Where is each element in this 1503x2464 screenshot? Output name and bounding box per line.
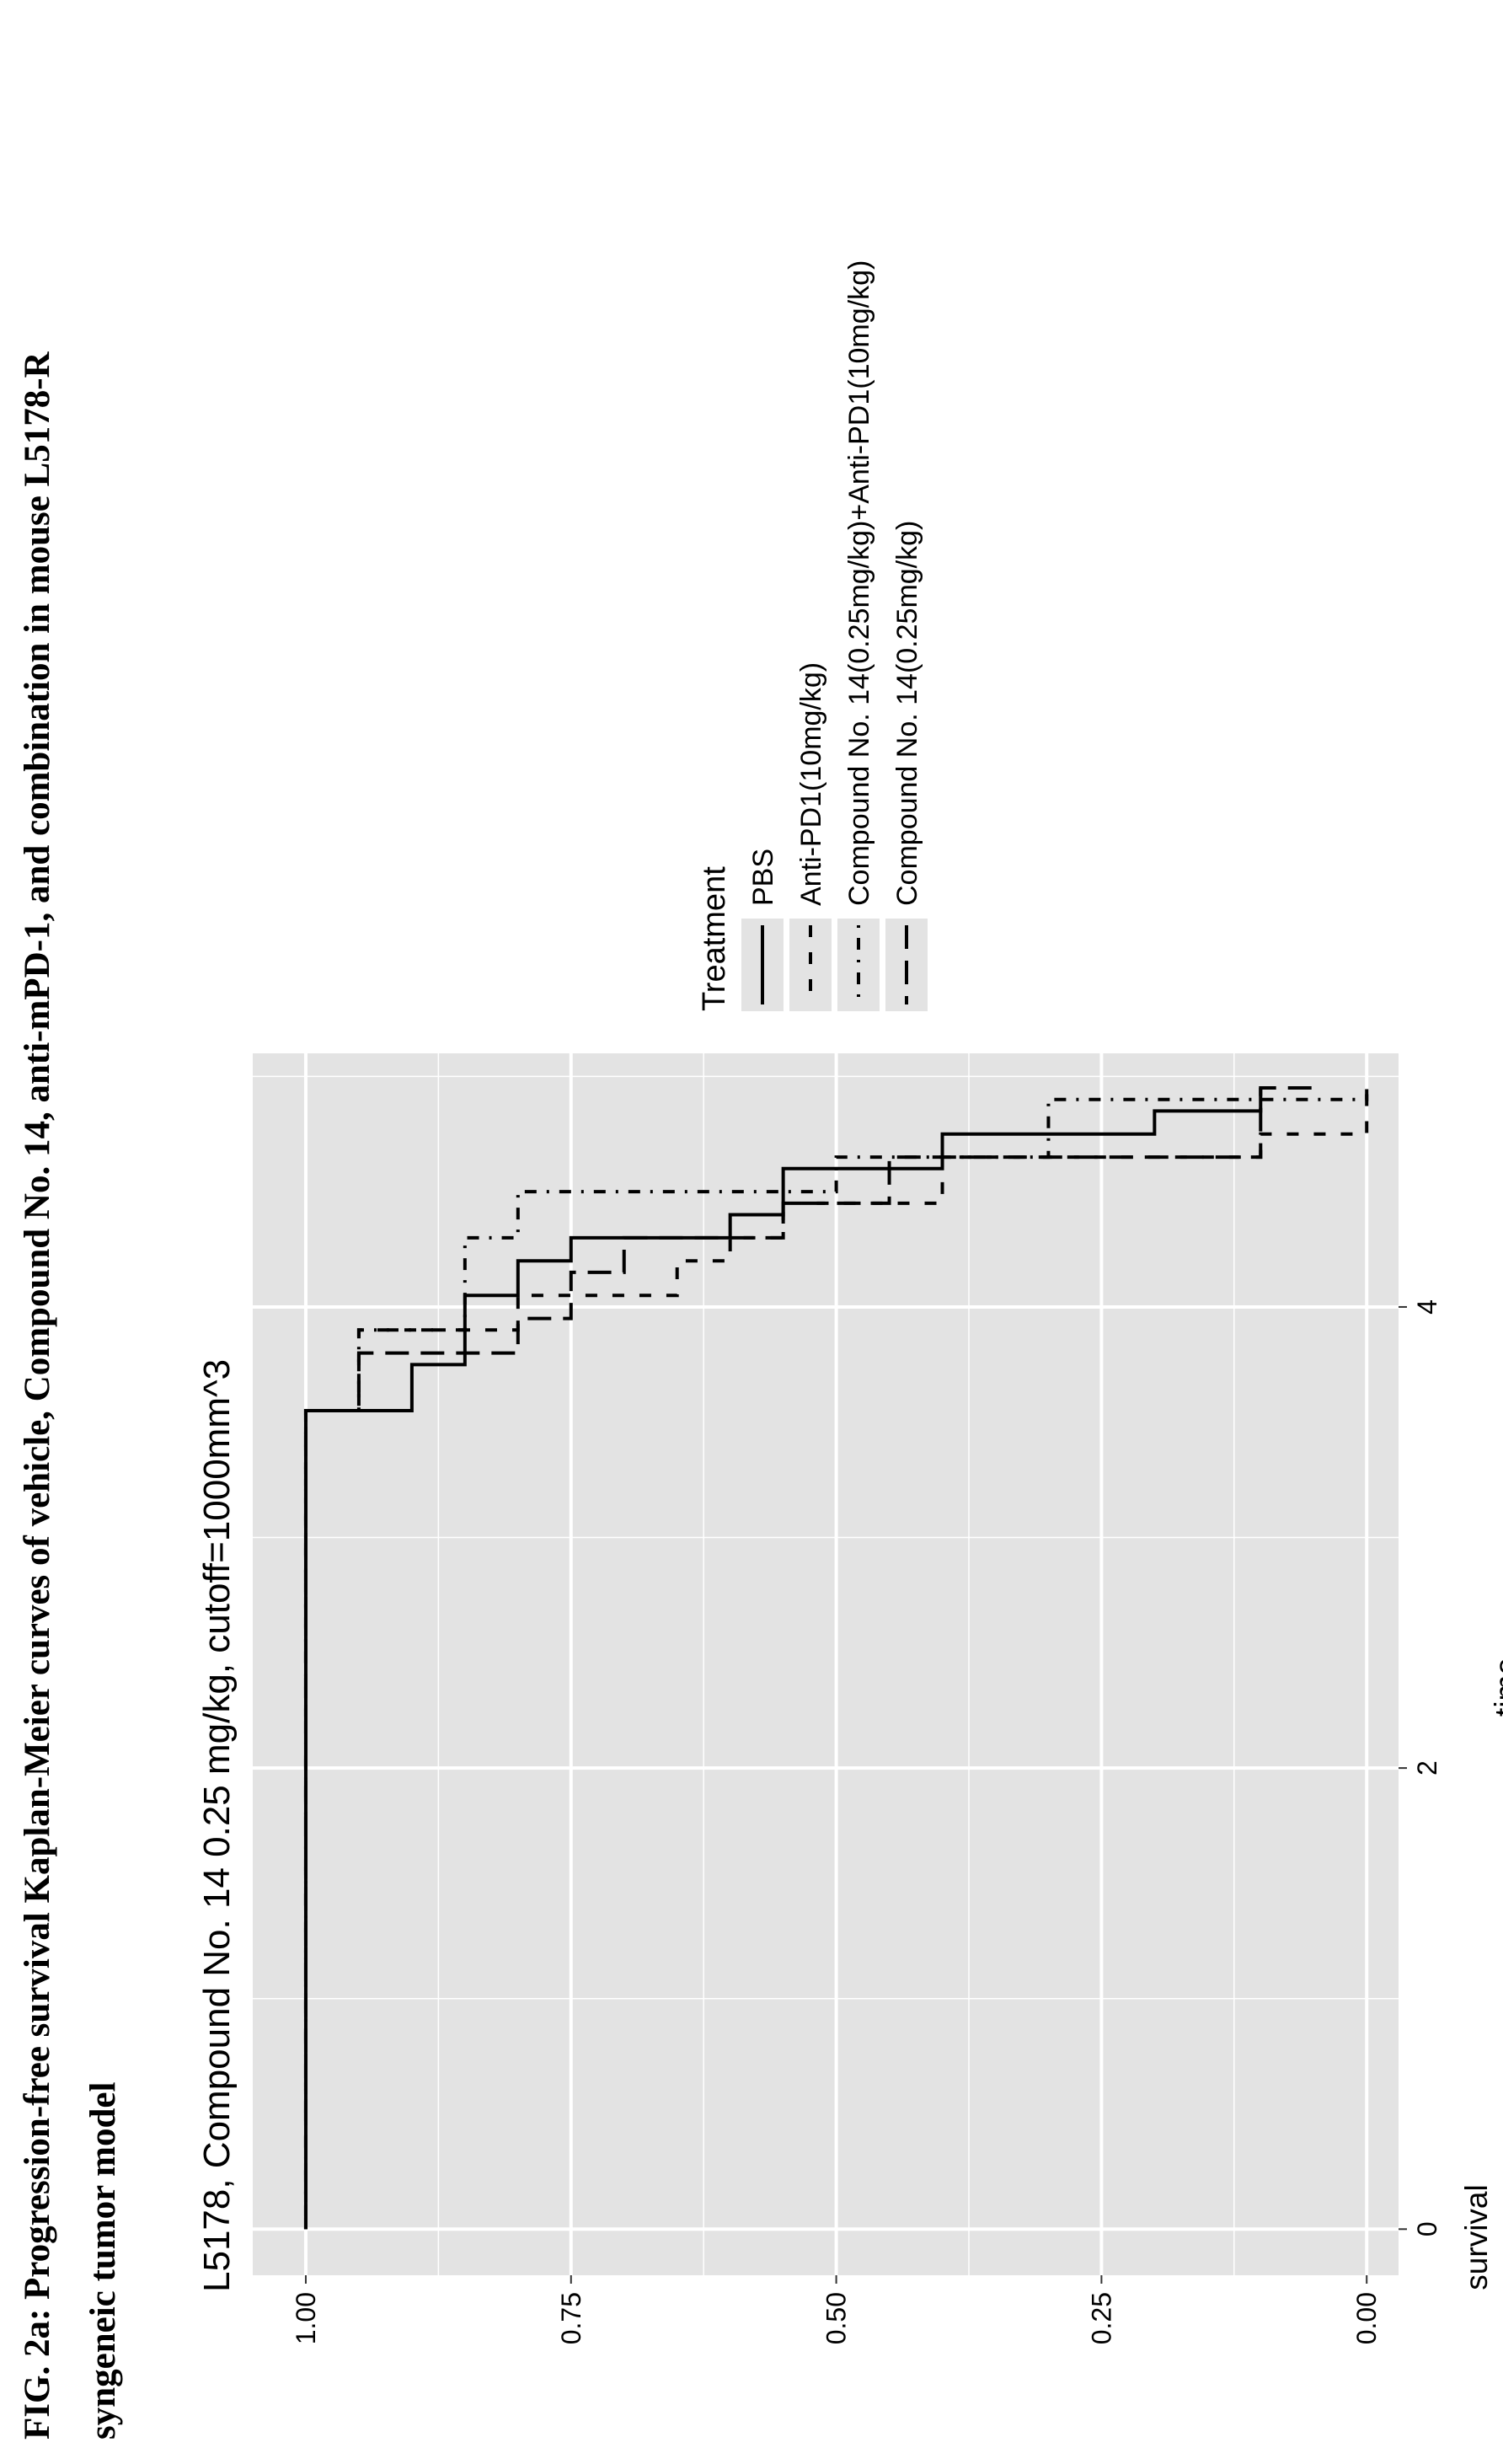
y-tick-label: 0.00 <box>1351 2292 1382 2344</box>
chart-title: L5178, Compound No. 14 0.25 mg/kg, cutof… <box>196 1359 238 2292</box>
legend-label: Compound No. 14(0.25mg/kg) <box>891 521 923 906</box>
x-tick-label: 4 <box>1412 1299 1442 1315</box>
x-tick-label: 2 <box>1412 1760 1442 1776</box>
curve-series <box>303 1088 1263 2230</box>
legend: Treatment PBS Anti-PD1(10mg/kg) Compound N… <box>697 260 928 1011</box>
legend-key-box <box>837 919 880 1011</box>
y-tick-label: 1.00 <box>291 2292 321 2344</box>
y-tick-label: 0.50 <box>821 2292 852 2344</box>
legend-label: PBS <box>747 849 779 906</box>
y-tick-label: 0.25 <box>1086 2292 1116 2344</box>
figure-caption-line1: FIG. 2a: Progression-free survival Kapla… <box>18 351 57 2440</box>
plot-area: 0 2 4 0.00 0.25 0.50 0.75 1.00 <box>253 1053 1442 2344</box>
legend-label: Compound No. 14(0.25mg/kg)+Anti-PD1(10mg… <box>843 260 875 906</box>
y-tick-label: 0.75 <box>556 2292 586 2344</box>
plot-panel <box>253 1053 1399 2275</box>
y-axis-label: survival <box>1459 2184 1494 2290</box>
curve-series <box>303 1086 1314 2230</box>
legend-title: Treatment <box>697 866 732 1011</box>
figure-caption-line2: syngeneic tumor model <box>83 2082 123 2440</box>
x-tick-label: 0 <box>1412 2221 1442 2236</box>
legend-label: Anti-PD1(10mg/kg) <box>795 662 827 906</box>
x-axis-label: time <box>1489 1658 1503 1717</box>
